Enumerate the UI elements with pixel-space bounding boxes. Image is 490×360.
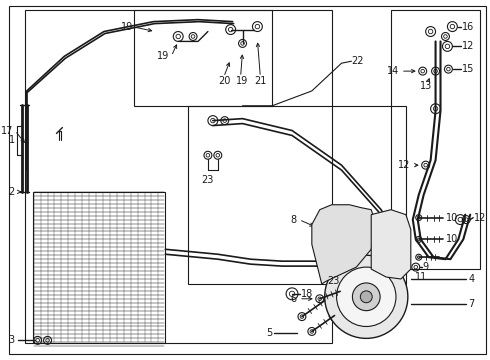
Text: 13: 13 — [419, 81, 432, 91]
Bar — [188, 106, 406, 284]
Text: 17: 17 — [0, 126, 13, 135]
Text: 1: 1 — [9, 135, 15, 145]
Text: 3: 3 — [9, 336, 15, 345]
Text: 19: 19 — [122, 22, 134, 32]
Polygon shape — [371, 210, 411, 279]
Text: 2: 2 — [9, 187, 15, 197]
Text: 9: 9 — [423, 262, 429, 272]
Circle shape — [337, 267, 396, 327]
Text: 10: 10 — [445, 213, 458, 222]
Bar — [134, 10, 272, 106]
Text: 22: 22 — [351, 56, 364, 66]
Polygon shape — [312, 205, 376, 284]
Text: 6: 6 — [291, 294, 297, 304]
Bar — [391, 10, 480, 269]
Text: 8: 8 — [291, 215, 297, 225]
Text: 4: 4 — [468, 274, 474, 284]
Text: 20: 20 — [218, 76, 230, 86]
Text: 12: 12 — [474, 213, 487, 222]
Text: 23: 23 — [327, 276, 340, 286]
Text: 15: 15 — [462, 64, 475, 74]
Text: 5: 5 — [266, 328, 272, 338]
Circle shape — [360, 291, 372, 303]
Bar — [33, 192, 165, 343]
Text: 11: 11 — [415, 272, 427, 282]
Text: 18: 18 — [301, 289, 313, 299]
Bar — [25, 10, 332, 343]
Text: 7: 7 — [468, 299, 474, 309]
Text: 12: 12 — [398, 160, 411, 170]
Circle shape — [352, 283, 380, 311]
Circle shape — [325, 255, 408, 338]
Text: 19: 19 — [157, 51, 170, 61]
Text: 16: 16 — [462, 22, 474, 32]
Text: 14: 14 — [387, 66, 399, 76]
Text: 10: 10 — [445, 234, 458, 244]
Text: 19: 19 — [236, 76, 248, 86]
Text: 23: 23 — [202, 175, 214, 185]
Text: 12: 12 — [462, 41, 475, 51]
Text: 21: 21 — [254, 76, 267, 86]
